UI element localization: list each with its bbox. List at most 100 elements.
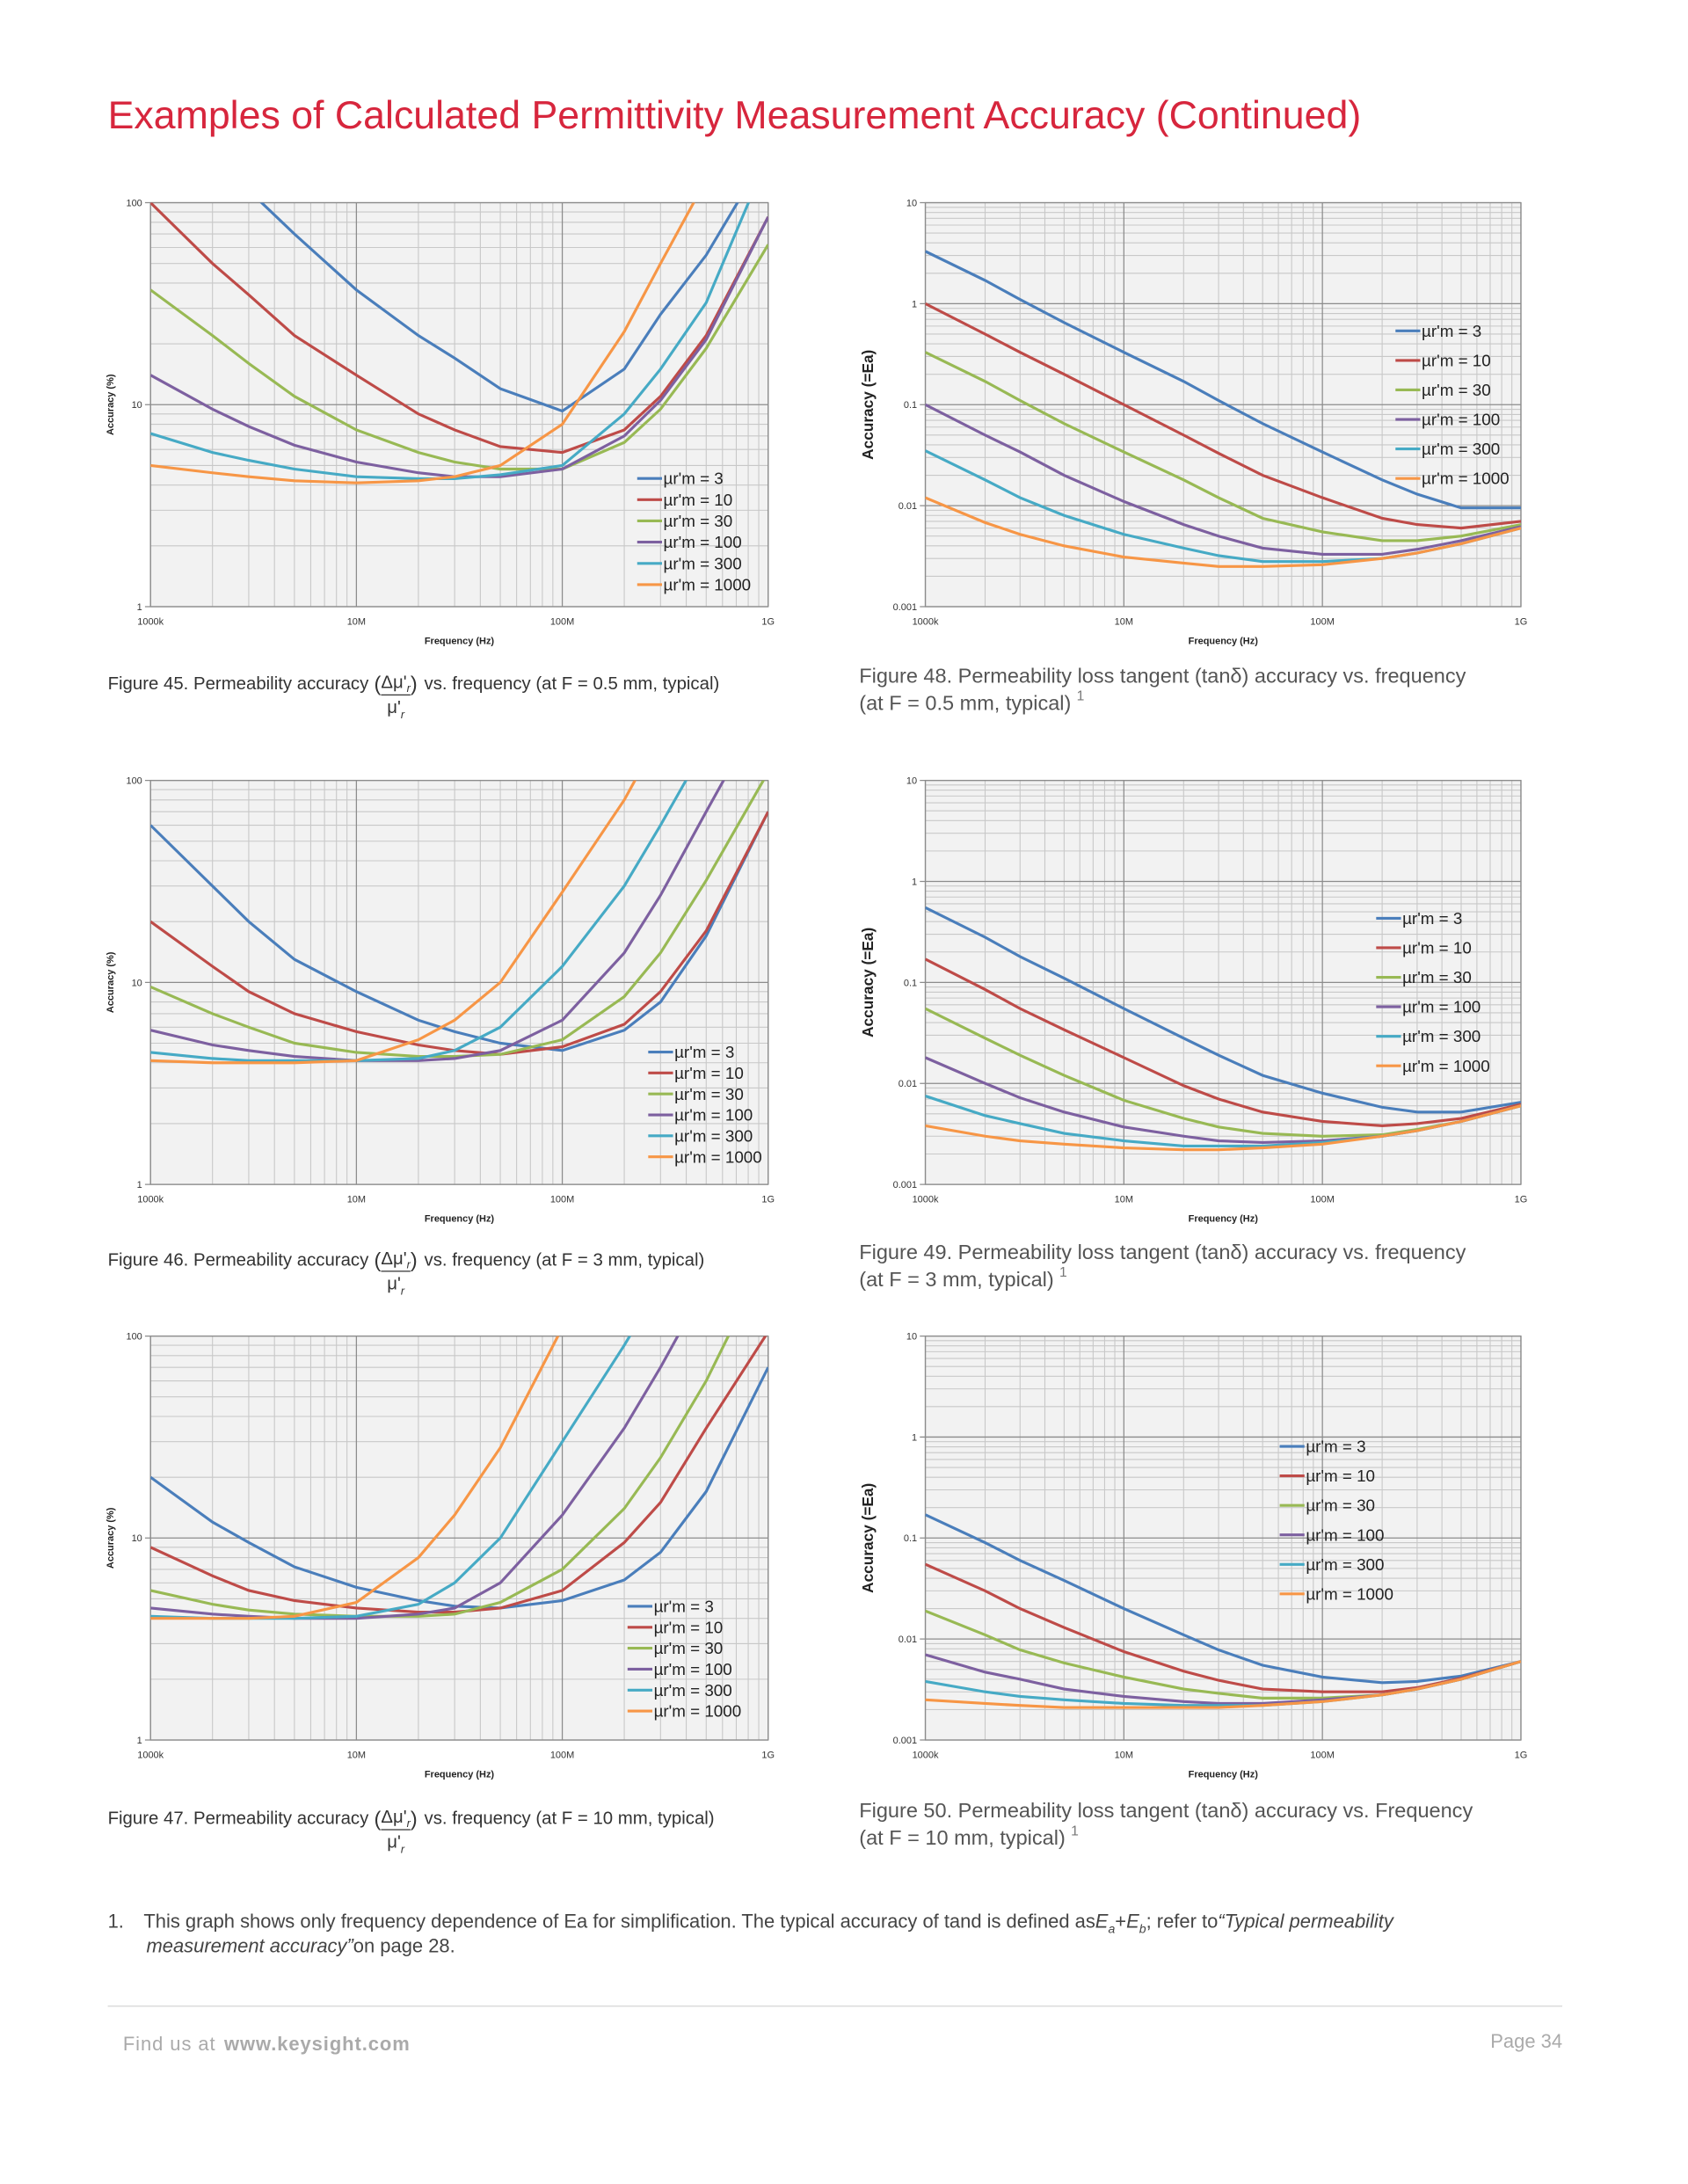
caption-subscript: r	[401, 1285, 405, 1298]
legend-label: µr'm = 10	[1306, 1467, 1375, 1485]
caption-numerator: Δμ'	[381, 673, 406, 693]
x-tick-label: 1G	[761, 1194, 775, 1205]
legend-label: µr'm = 10	[664, 491, 733, 509]
caption-denominator: μ'	[387, 698, 401, 717]
legend-label: µr'm = 10	[1402, 939, 1472, 957]
footnote-text: “Typical permeability	[1218, 1910, 1395, 1932]
legend-label: µr'm = 1000	[1402, 1057, 1490, 1075]
caption-subscript: r	[401, 709, 405, 721]
x-tick-label: 1G	[761, 1750, 775, 1760]
legend-label: µr'm = 300	[664, 554, 742, 572]
caption-line: Figure 50. Permeability loss tangent (ta…	[859, 1799, 1473, 1822]
x-axis-label: Frequency (Hz)	[425, 1769, 495, 1780]
series-line	[150, 1336, 680, 1620]
x-tick-label: 10M	[347, 1750, 366, 1760]
page-title: Examples of Calculated Permittivity Meas…	[108, 94, 1362, 137]
y-tick-label: 0.1	[904, 1533, 917, 1544]
x-axis-label: Frequency (Hz)	[425, 1213, 495, 1224]
y-tick-label: 10	[906, 198, 917, 208]
caption-text: vs. frequency (at F = 0.5 mm, typical)	[425, 674, 720, 694]
x-tick-label: 100M	[550, 1750, 574, 1760]
y-tick-label: 1	[912, 299, 917, 309]
legend-label: µr'm = 3	[1422, 322, 1481, 340]
y-tick-label: 1	[912, 1432, 917, 1443]
y-tick-label: 10	[906, 776, 917, 787]
series-line	[150, 780, 688, 1062]
x-tick-label: 100M	[550, 1194, 574, 1205]
legend-label: µr'm = 30	[1402, 968, 1472, 986]
caption-text: vs. frequency (at F = 3 mm, typical)	[425, 1251, 705, 1270]
caption-line: Figure 48. Permeability loss tangent (ta…	[859, 664, 1466, 687]
caption-text: Figure 47. Permeability accuracy	[108, 1809, 370, 1829]
series-line	[150, 1336, 560, 1620]
legend-label: µr'm = 10	[1422, 352, 1491, 370]
legend-label: µr'm = 1000	[1422, 470, 1510, 488]
footnote-text: a	[1108, 1922, 1115, 1936]
caption-text: vs. frequency (at F = 10 mm, typical)	[425, 1809, 715, 1829]
legend-label: µr'm = 30	[674, 1085, 744, 1103]
x-axis-label: Frequency (Hz)	[1189, 1213, 1259, 1224]
x-tick-label: 1G	[761, 616, 775, 627]
y-tick-label: 100	[126, 1331, 142, 1342]
caption-subscript: r	[407, 1817, 411, 1830]
legend-label: µr'm = 10	[674, 1064, 744, 1082]
series-line	[925, 302, 1521, 530]
x-tick-label: 1G	[1515, 1750, 1528, 1760]
legend-label: µr'm = 30	[654, 1639, 724, 1657]
series-line	[150, 202, 695, 484]
footer-link: www.keysight.com	[223, 2033, 411, 2055]
plot-border	[149, 201, 769, 608]
legend-label: µr'm = 1000	[1306, 1584, 1393, 1603]
series-line	[925, 403, 1521, 557]
y-axis-label: Accuracy (%)	[106, 951, 116, 1013]
footnote-text: +	[1115, 1910, 1126, 1932]
legend-label: µr'm = 1000	[654, 1702, 742, 1721]
legend-label: µr'm = 30	[1306, 1496, 1375, 1515]
y-tick-label: 1	[137, 1180, 142, 1190]
series-line	[925, 351, 1521, 542]
chart: 1000k 10M 100M 1G 0.001 0.01 0.1 1 10 Frequency (…	[859, 198, 1527, 646]
x-tick-label: 1000k	[913, 616, 939, 627]
caption-superscript: 1	[1071, 1824, 1079, 1838]
legend-label: µr'm = 300	[1422, 440, 1500, 458]
footnote-text: b	[1139, 1922, 1146, 1936]
y-tick-label: 10	[132, 400, 142, 411]
series-line	[150, 780, 637, 1065]
chart: 1000k 10M 100M 1G 1 10 100 Frequency (Hz) Accura…	[106, 198, 775, 646]
footnote-number: 1.	[108, 1910, 124, 1932]
y-tick-label: 100	[126, 198, 142, 208]
x-tick-label: 100M	[1310, 1194, 1334, 1205]
series-line	[150, 780, 766, 1059]
caption-subscript: r	[407, 1259, 411, 1271]
caption-paren: )	[411, 1807, 418, 1830]
chart: 1000k 10M 100M 1G 0.001 0.01 0.1 1 10 Frequency (…	[859, 1331, 1527, 1780]
y-axis-label: Accuracy (%)	[106, 374, 116, 435]
legend-label: µr'm = 300	[1306, 1555, 1384, 1574]
x-tick-label: 10M	[347, 616, 366, 627]
footer-page: Page 34	[1490, 2030, 1562, 2052]
y-axis-label: Accuracy (=Ea)	[859, 350, 877, 460]
caption-subscript: r	[407, 682, 411, 695]
plot-border	[149, 1335, 769, 1741]
series-line	[150, 202, 768, 455]
y-tick-label: 0.001	[893, 1736, 917, 1746]
y-tick-label: 0.001	[893, 1180, 917, 1190]
footnote-text: ; refer to	[1146, 1910, 1219, 1932]
plot-border	[924, 779, 1522, 1185]
chart: 1000k 10M 100M 1G 0.001 0.01 0.1 1 10 Frequency (…	[859, 776, 1527, 1225]
x-tick-label: 10M	[347, 1194, 366, 1205]
caption-line: (at F = 10 mm, typical)	[859, 1826, 1066, 1849]
x-tick-label: 1000k	[137, 1750, 164, 1760]
caption-line: Figure 49. Permeability loss tangent (ta…	[859, 1241, 1466, 1263]
legend-label: µr'm = 3	[674, 1043, 734, 1061]
x-tick-label: 10M	[1115, 1750, 1133, 1760]
x-tick-label: 1000k	[137, 1194, 164, 1205]
y-axis-label: Accuracy (%)	[106, 1507, 116, 1569]
x-axis-label: Frequency (Hz)	[1189, 636, 1259, 646]
y-tick-label: 1	[137, 602, 142, 613]
series-line	[925, 1660, 1521, 1709]
x-tick-label: 100M	[1310, 1750, 1334, 1760]
y-tick-label: 10	[132, 978, 142, 988]
series-line	[925, 1513, 1521, 1685]
